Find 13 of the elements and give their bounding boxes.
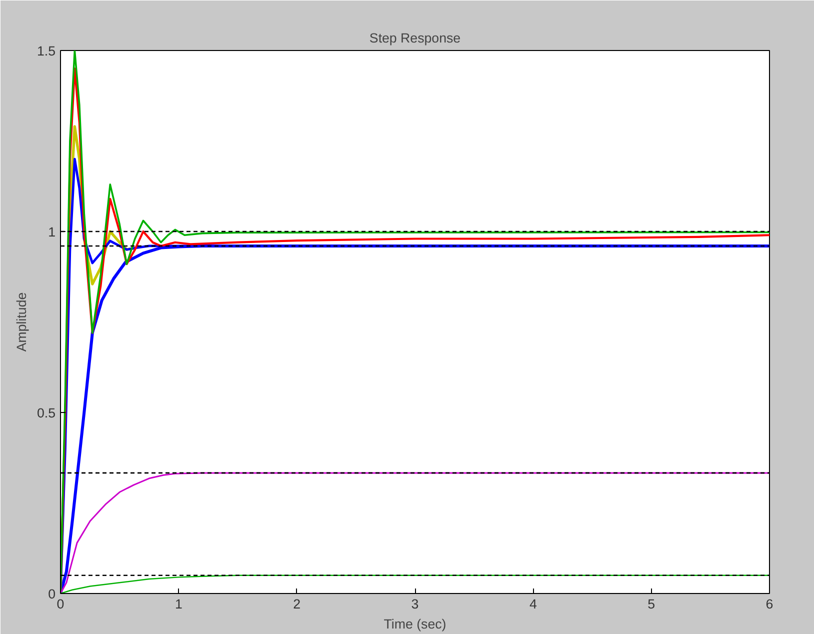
x-tick-label: 3	[411, 596, 419, 612]
x-tick-label: 5	[648, 596, 656, 612]
y-tick-label: 0.5	[36, 406, 56, 420]
x-tick-label: 4	[529, 596, 538, 612]
y-axis-title: Amplitude	[14, 292, 29, 352]
y-tick-label: 1.5	[36, 44, 56, 58]
x-tick-label: 1	[174, 596, 182, 612]
x-axis-title: Time (sec)	[384, 616, 446, 632]
y-tick-label: 0	[48, 586, 56, 602]
y-tick-label: 1	[48, 224, 56, 240]
x-tick-label: 6	[766, 596, 774, 612]
chart-title: Step Response	[369, 30, 461, 46]
x-tick-label: 2	[293, 596, 301, 612]
